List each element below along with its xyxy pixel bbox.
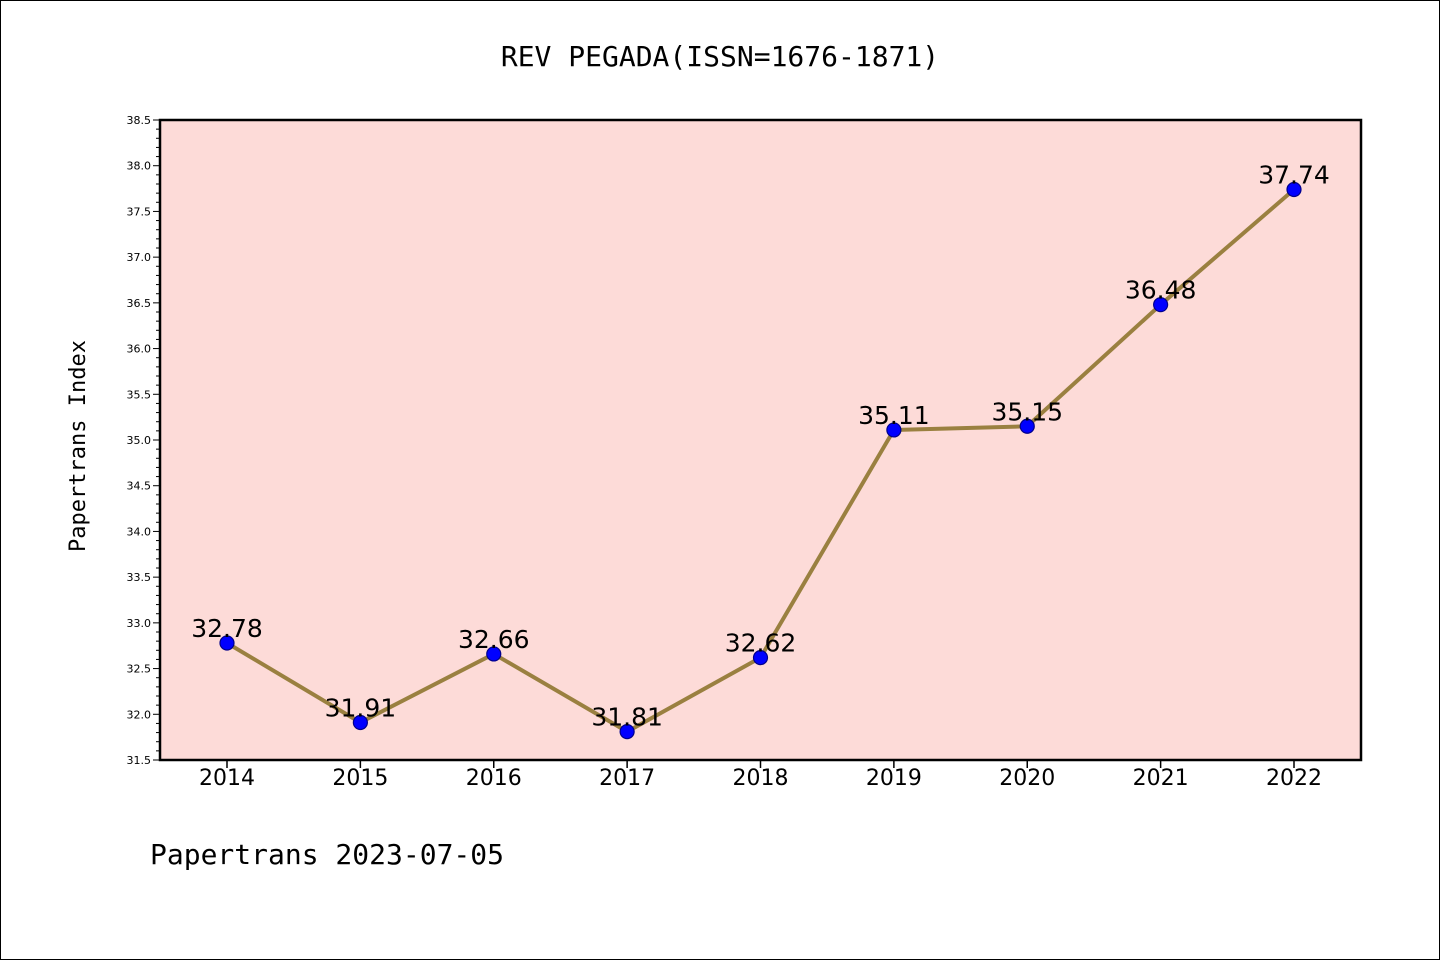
data-point-marker <box>886 422 902 438</box>
x-tick-label: 2014 <box>199 766 255 791</box>
series-line-segment <box>1158 187 1296 307</box>
chart-title: REV PEGADA(ISSN=1676-1871) <box>501 40 939 73</box>
y-tick-label: 36.0 <box>127 343 152 356</box>
data-point-marker <box>219 635 235 651</box>
data-point-marker <box>486 646 502 662</box>
data-point-marker <box>352 714 368 731</box>
data-point-label: 32.78 <box>191 614 263 643</box>
series-line-segment <box>625 655 763 734</box>
data-point-label: 31.91 <box>325 694 397 723</box>
data-point-marker <box>1153 297 1169 313</box>
y-tick-label: 35.0 <box>127 434 152 447</box>
series-line-segment <box>491 651 630 734</box>
data-point-marker <box>1286 181 1302 198</box>
data-point-label: 32.62 <box>725 629 797 658</box>
footer-text: Papertrans 2023-07-05 <box>150 838 504 871</box>
y-tick-label: 33.0 <box>127 617 152 630</box>
y-axis-label: Papertrans Index <box>66 340 91 552</box>
x-tick-label: 2016 <box>466 766 522 791</box>
x-tick-label: 2019 <box>866 766 922 791</box>
y-tick-label: 37.0 <box>127 251 152 264</box>
data-point-marker <box>619 724 635 740</box>
series-line-segment <box>1025 302 1163 429</box>
data-point-label: 35.15 <box>991 397 1063 426</box>
x-tick-label: 2021 <box>1133 766 1189 791</box>
series-line-segment <box>891 424 1030 432</box>
y-axis: 31.5 32.0 32.5 33.0 33.5 34.0 34.5 35.0 35.5 36.0… <box>127 114 160 767</box>
y-tick-label: 31.5 <box>127 754 152 767</box>
x-tick-label: 2018 <box>733 766 789 791</box>
y-tick-label: 36.5 <box>127 297 152 310</box>
data-labels-group: 32.78 31.91 32.66 31.81 32.62 35.11 35.15 36.48… <box>191 160 1330 731</box>
y-tick-label: 32.5 <box>127 663 152 676</box>
y-tick-label: 35.5 <box>127 388 152 401</box>
x-tick-label: 2017 <box>599 766 655 791</box>
data-point-label: 32.66 <box>458 625 530 654</box>
data-point-label: 35.11 <box>858 401 930 430</box>
data-point-label: 31.81 <box>591 703 663 732</box>
data-point-marker <box>1019 418 1035 434</box>
y-tick-label: 37.5 <box>127 205 152 218</box>
series-line-segment <box>225 640 363 725</box>
y-tick-label: 32.0 <box>127 708 152 721</box>
x-tick-label: 2020 <box>999 766 1055 791</box>
series-line-group <box>225 187 1296 734</box>
x-tick-label: 2022 <box>1266 766 1322 791</box>
data-point-marker <box>752 649 769 666</box>
data-point-label: 36.48 <box>1125 276 1197 305</box>
x-tick-label: 2015 <box>332 766 388 791</box>
y-tick-label: 33.5 <box>127 571 152 584</box>
x-axis: 2014 2015 2016 2017 2018 2019 2020 2021 2022 <box>199 760 1322 791</box>
y-tick-label: 34.5 <box>127 480 152 493</box>
y-tick-label: 38.0 <box>127 160 152 173</box>
series-line-segment <box>358 651 496 725</box>
data-point-label: 37.74 <box>1258 160 1330 189</box>
series-line-segment <box>758 427 896 660</box>
markers-group <box>219 181 1302 740</box>
y-tick-label: 38.5 <box>127 114 152 127</box>
y-tick-label: 34.0 <box>127 525 152 538</box>
